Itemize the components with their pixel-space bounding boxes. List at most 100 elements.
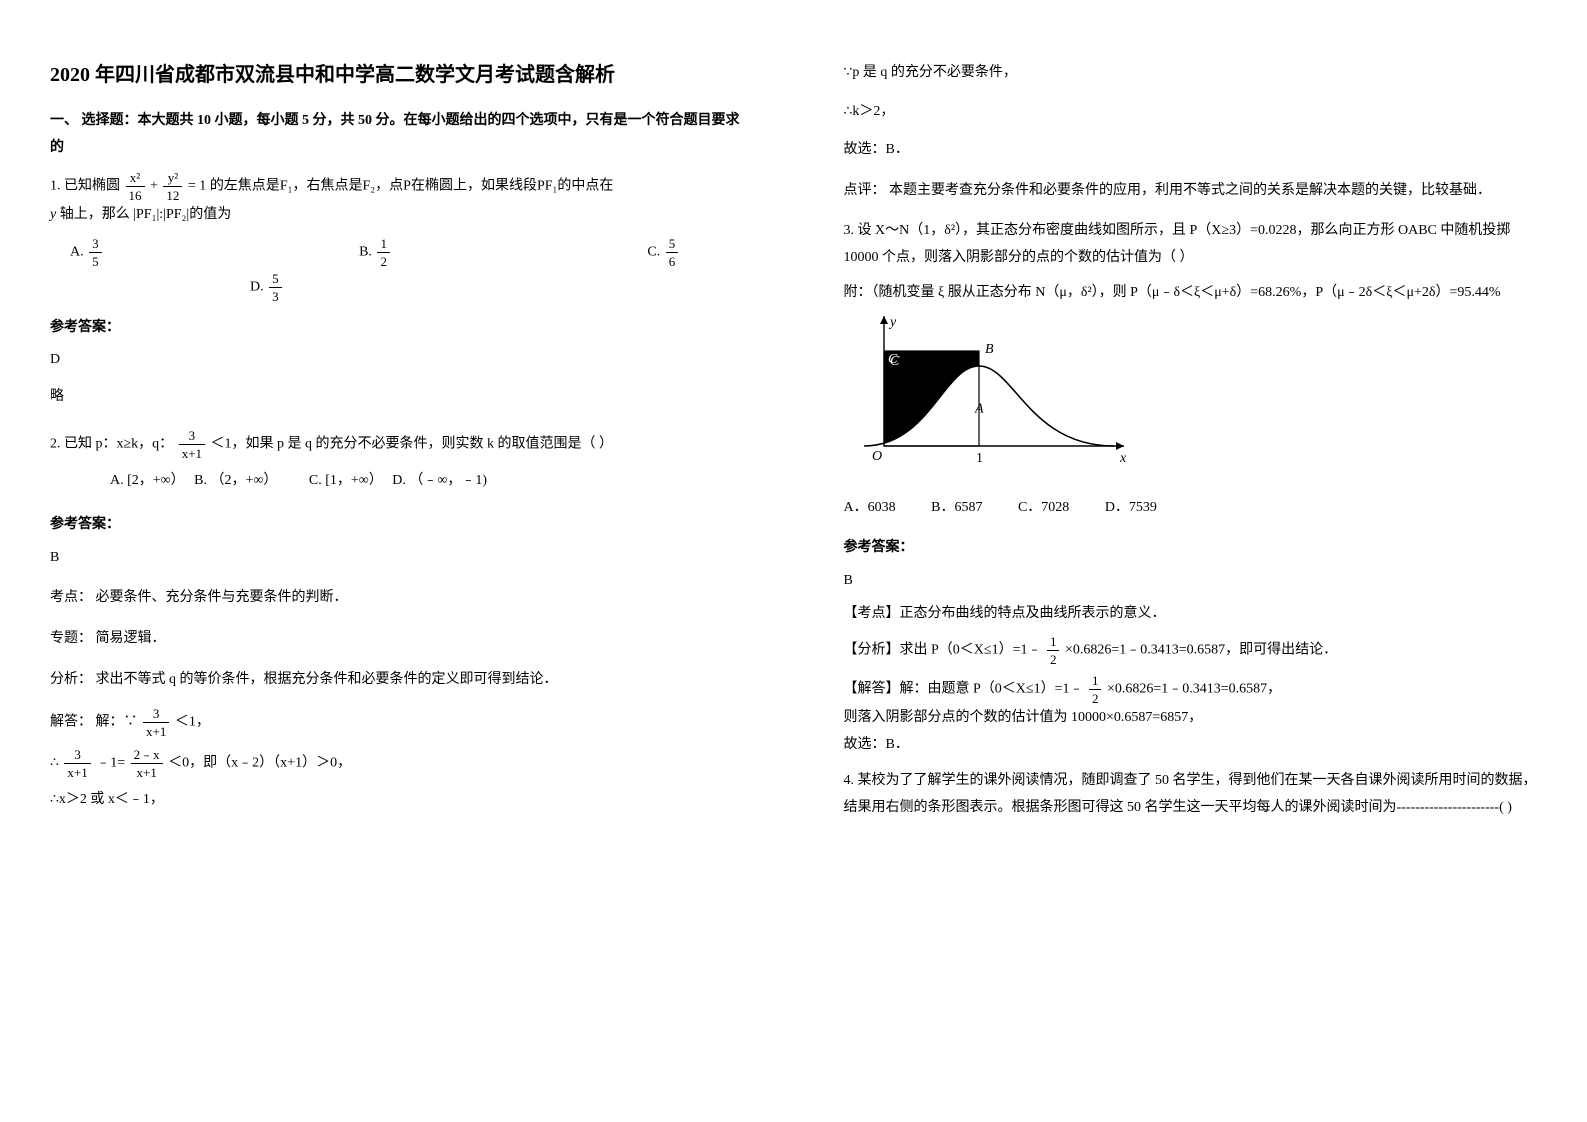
- q3-fx-num: 1: [1047, 635, 1060, 651]
- q1-frac2: y² 12: [163, 171, 182, 202]
- q2-fx-lbl: 分析：: [50, 672, 92, 687]
- q2-fx: 分析： 求出不等式 q 的等价条件，根据充分条件和必要条件的定义即可得到结论．: [50, 667, 744, 694]
- q2-kd: 考点： 必要条件、充分条件与充要条件的判断．: [50, 585, 744, 612]
- q1-optB-num: 1: [377, 237, 390, 253]
- q2-text-a: 2. 已知 p：x≥k，q：: [50, 436, 173, 451]
- q1-stem: 1. 已知椭圆 x² 16 + y² 12 = 1 的左焦点是F₁，右焦点是F₂…: [50, 171, 744, 229]
- q1-optA-num: 3: [89, 237, 102, 253]
- q3-jd-line3: 故选：B．: [844, 732, 1538, 759]
- q2-ans-lbl: 参考答案：: [50, 512, 744, 539]
- q1-optA-den: 5: [89, 253, 102, 268]
- q2-ans: B: [50, 545, 744, 572]
- section1-head: 一、 选择题：本大题共 10 小题，每小题 5 分，共 50 分。在每小题给出的…: [50, 108, 744, 161]
- q2-zt: 专题： 简易逻辑．: [50, 626, 744, 653]
- q2-frac: 3 x+1: [179, 429, 205, 460]
- q2-dp-txt: 本题主要考查充分条件和必要条件的应用，利用不等式之间的关系是解决本题的关键，比较…: [886, 183, 1492, 198]
- q1-optB-frac: 1 2: [377, 237, 390, 268]
- q2-line2-a: ∴: [50, 756, 59, 771]
- q1-eq-right: = 1: [188, 179, 206, 194]
- svg-text:x: x: [1119, 451, 1127, 466]
- q3-ans: B: [844, 568, 1538, 595]
- q3-jd-den: 2: [1089, 690, 1102, 705]
- q1-text-h: 的值为: [189, 207, 231, 222]
- svg-text:O: O: [872, 449, 882, 464]
- q1-ans-lbl: 参考答案：: [50, 315, 744, 342]
- q3-stem: 3. 设 X～N（1，δ²），其正态分布密度曲线如图所示，且 P（X≥3）=0.…: [844, 218, 1538, 271]
- q3-note: 附：（随机变量 ξ 服从正态分布 N（μ，δ²），则 P（μ﹣δ＜ξ＜μ+δ）=…: [844, 280, 1538, 307]
- q1-options-row2: D. 5 3: [250, 272, 744, 303]
- q2-jd-line2: ∴ 3 x+1 ﹣1= 2﹣x x+1 ＜0，即（x﹣2）（x+1）＞0，: [50, 748, 744, 779]
- q1-text-b: 的左焦点是: [210, 179, 280, 194]
- q1-options-row1: A. 3 5 B. 1 2 C. 5 6: [70, 237, 680, 268]
- q2-stem: 2. 已知 p：x≥k，q： 3 x+1 ＜1，如果 p 是 q 的充分不必要条…: [50, 429, 744, 460]
- q2-options: A. [2，+∞） B. （2，+∞） C. [1，+∞） D. （﹣∞，﹣1): [110, 468, 744, 495]
- q2-jd-b: ＜1，: [175, 715, 210, 730]
- q1-optD-lbl: D.: [250, 280, 264, 295]
- q1-optB-lbl: B.: [359, 245, 372, 260]
- q2-jd-frac1-num: 3: [143, 707, 169, 723]
- q2-zt-lbl: 专题：: [50, 631, 92, 646]
- q1-text-c: ，右焦点是: [292, 179, 362, 194]
- q1-ans: D: [50, 347, 744, 374]
- q1-PF1: PF₁: [537, 179, 557, 194]
- q2-dp: 点评： 本题主要考查充分条件和必要条件的应用，利用不等式之间的关系是解决本题的关…: [844, 178, 1538, 205]
- q2-frac-den: x+1: [179, 445, 205, 460]
- q2-jd-frac1: 3 x+1: [143, 707, 169, 738]
- q2-jd-line6: 故选：B．: [844, 137, 1538, 164]
- q1-F1: F₁: [280, 179, 293, 194]
- q2-kd-lbl: 考点：: [50, 590, 92, 605]
- q3-optB: B．6587: [931, 500, 982, 515]
- q2-optA: A. [2，+∞）: [110, 473, 185, 488]
- q1-P: P: [403, 179, 411, 194]
- q3-fx-den: 2: [1047, 651, 1060, 666]
- q1-brief: 略: [50, 384, 744, 411]
- right-column: ∵p 是 q 的充分不必要条件， ∴k＞2， 故选：B． 点评： 本题主要考查充…: [794, 0, 1587, 1122]
- q2-line2-c: ＜0，即（x﹣2）（x+1）＞0，: [168, 756, 351, 771]
- q1-optC-lbl: C.: [647, 245, 660, 260]
- q3-options: A．6038 B．6587 C．7028 D．7539: [844, 495, 1538, 522]
- q1-frac1: x² 16: [126, 171, 145, 202]
- q1-ratio: |PF₁|:|PF₂|: [133, 207, 189, 222]
- q3-kd: 【考点】正态分布曲线的特点及曲线所表示的意义．: [844, 601, 1538, 628]
- q2-frac-num: 3: [179, 429, 205, 445]
- q1-optD-num: 5: [269, 272, 282, 288]
- q2-line2-b: ﹣1=: [96, 756, 125, 771]
- q3-optA: A．6038: [844, 500, 896, 515]
- q2-jd-a: 解：∵: [96, 715, 138, 730]
- q3-fx: 【分析】求出 P（0＜X≤1）=1﹣ 1 2 ×0.6826=1﹣0.3413=…: [844, 635, 1538, 666]
- q1-text-e: 在椭圆上，如果线段: [411, 179, 537, 194]
- q4-stem: 4. 某校为了了解学生的课外阅读情况，随即调查了 50 名学生，得到他们在某一天…: [844, 768, 1538, 821]
- q1-optC: C. 5 6: [647, 237, 680, 268]
- q1-F2: F₂: [362, 179, 375, 194]
- q3-chart: OABCC1xy: [844, 316, 1538, 487]
- q3-jd-num: 1: [1089, 674, 1102, 690]
- q1-optA-frac: 3 5: [89, 237, 102, 268]
- svg-text:B: B: [985, 342, 994, 357]
- q2-fx-txt: 求出不等式 q 的等价条件，根据充分条件和必要条件的定义即可得到结论．: [92, 672, 558, 687]
- q1-text-g: 轴上，那么: [56, 207, 133, 222]
- q1-plus: +: [150, 179, 158, 194]
- q2-line2-frac1: 3 x+1: [64, 748, 90, 779]
- q1-optD-den: 3: [269, 288, 282, 303]
- left-column: 2020 年四川省成都市双流县中和中学高二数学文月考试题含解析 一、 选择题：本…: [0, 0, 794, 1122]
- q2-jd-line5: ∴k＞2，: [844, 99, 1538, 126]
- q3-fx-a: 【分析】求出 P（0＜X≤1）=1﹣: [844, 643, 1042, 658]
- q1-optB: B. 1 2: [359, 237, 392, 268]
- q2-kd-txt: 必要条件、充分条件与充要条件的判断．: [92, 590, 348, 605]
- q1-text-a: 1. 已知椭圆: [50, 179, 120, 194]
- q2-line2-frac2-den: x+1: [131, 764, 163, 779]
- q3-jd-line1: 【解答】解：由题意 P（0＜X≤1）=1﹣ 1 2 ×0.6826=1﹣0.34…: [844, 674, 1538, 705]
- q1-optA-lbl: A.: [70, 245, 84, 260]
- q1-optB-den: 2: [377, 253, 390, 268]
- q2-dp-lbl: 点评：: [844, 183, 886, 198]
- q3-jd-line2: 则落入阴影部分点的个数的估计值为 10000×0.6587=6857，: [844, 705, 1538, 732]
- q2-optC: C. [1，+∞）: [309, 473, 383, 488]
- svg-text:y: y: [888, 316, 897, 330]
- q2-line2-frac1-num: 3: [64, 748, 90, 764]
- svg-text:C: C: [888, 352, 898, 367]
- q2-jd-line3: ∴x＞2 或 x＜﹣1，: [50, 787, 744, 814]
- q2-zt-txt: 简易逻辑．: [92, 631, 166, 646]
- q1-optD-frac: 5 3: [269, 272, 282, 303]
- q2-jd-line4: ∵p 是 q 的充分不必要条件，: [844, 60, 1538, 87]
- q3-optC: C．7028: [1018, 500, 1069, 515]
